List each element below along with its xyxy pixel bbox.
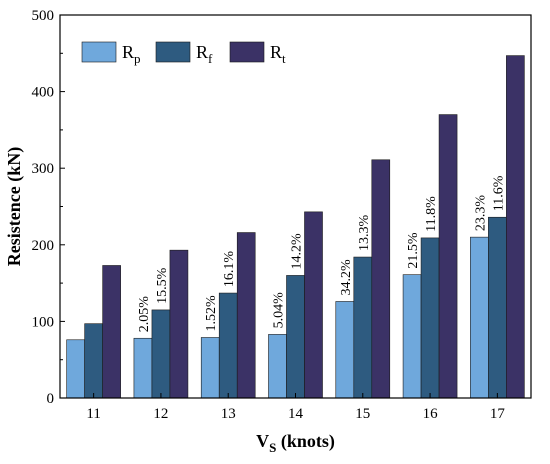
bar-rp-12 bbox=[133, 337, 153, 399]
legend: Rp Rf Rt bbox=[81, 41, 286, 66]
y-tick-label: 400 bbox=[32, 85, 55, 101]
bars-layer bbox=[66, 55, 525, 399]
bar-rf-15 bbox=[353, 256, 373, 399]
legend-label-rf: Rf bbox=[196, 42, 213, 66]
bar-rf-12 bbox=[151, 309, 171, 399]
bar-rt-12 bbox=[169, 249, 189, 399]
y-tick-label: 0 bbox=[47, 391, 55, 407]
bar-rp-17 bbox=[470, 236, 489, 399]
legend-swatch-rf bbox=[155, 41, 191, 63]
x-axis-label: VS (knots) bbox=[256, 431, 335, 455]
percentage-annotation: 14.2% bbox=[290, 233, 305, 270]
x-tick-label: 13 bbox=[221, 406, 236, 422]
percentage-annotation: 11.6% bbox=[491, 175, 506, 211]
bar-rf-13 bbox=[218, 292, 238, 399]
x-axis: 11 12 13 14 15 16 17 bbox=[86, 393, 505, 422]
legend-swatch-rt bbox=[229, 41, 265, 63]
percentage-annotation: 21.5% bbox=[406, 232, 421, 269]
percentage-annotation: 5.04% bbox=[272, 292, 287, 329]
percentage-annotation: 11.8% bbox=[424, 196, 439, 232]
bar-rf-16 bbox=[420, 237, 440, 399]
bar-rp-15 bbox=[335, 301, 355, 399]
y-tick-label: 500 bbox=[32, 8, 55, 24]
bar-rt-16 bbox=[438, 114, 458, 399]
percentage-annotation: 34.2% bbox=[339, 259, 354, 296]
legend-label-rt: Rt bbox=[270, 42, 286, 66]
y-tick-label: 200 bbox=[32, 238, 55, 254]
legend-swatch-rp bbox=[81, 41, 117, 63]
bar-rp-11 bbox=[66, 339, 85, 399]
bar-rf-14 bbox=[286, 275, 305, 399]
bar-rp-14 bbox=[268, 334, 287, 399]
x-tick-label: 11 bbox=[86, 406, 100, 422]
x-tick-label: 14 bbox=[288, 406, 304, 422]
bar-rt-13 bbox=[236, 232, 256, 399]
bar-rf-17 bbox=[488, 216, 507, 399]
bar-rf-11 bbox=[84, 323, 103, 399]
percentage-annotation: 23.3% bbox=[473, 195, 488, 232]
bar-rt-15 bbox=[371, 159, 391, 399]
x-tick-label: 12 bbox=[153, 406, 168, 422]
legend-label-rp: Rp bbox=[122, 42, 141, 66]
x-tick-label: 17 bbox=[490, 406, 506, 422]
y-tick-label: 100 bbox=[32, 314, 55, 330]
percentage-annotation: 16.1% bbox=[222, 251, 237, 288]
y-tick-label: 300 bbox=[32, 161, 55, 177]
y-axis: 0 100 200 300 400 500 bbox=[32, 8, 65, 407]
bar-rp-13 bbox=[200, 337, 220, 399]
x-tick-label: 15 bbox=[355, 406, 370, 422]
percentage-annotation: 15.5% bbox=[155, 267, 170, 304]
y-axis-label: Resistence (kN) bbox=[4, 147, 25, 266]
bar-rt-14 bbox=[304, 211, 323, 399]
x-tick-label: 16 bbox=[423, 406, 439, 422]
bar-rp-16 bbox=[402, 274, 422, 399]
bar-rt-11 bbox=[102, 265, 121, 399]
bar-rt-17 bbox=[506, 55, 525, 399]
annotations-layer: 2.05%15.5% 1.52%16.1% 5.04% 14.2% 34.2%13.3%… bbox=[137, 175, 506, 332]
percentage-annotation: 1.52% bbox=[204, 295, 219, 332]
percentage-annotation: 13.3% bbox=[357, 215, 372, 252]
percentage-annotation: 2.05% bbox=[137, 296, 152, 333]
